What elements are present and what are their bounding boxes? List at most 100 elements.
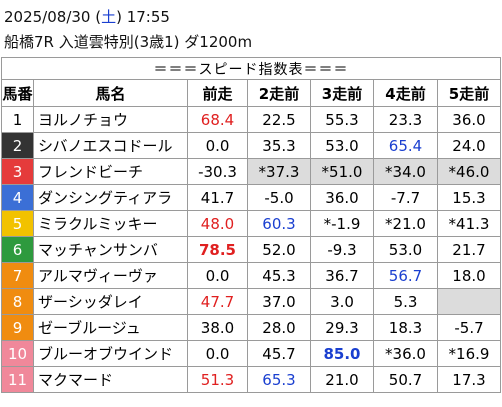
- horse-row: 10 ブルーオブウインド 0.0 45.7 85.0 *36.0 *16.9: [1, 340, 501, 367]
- speed-index: [437, 288, 501, 315]
- speed-index: 35.3: [247, 132, 311, 159]
- speed-index: 52.0: [247, 236, 311, 263]
- speed-index: 22.5: [247, 106, 311, 133]
- horse-number: 1: [1, 106, 34, 133]
- horse-row: 3 フレンドビーチ -30.3 *37.3 *51.0 *34.0 *46.0: [1, 158, 501, 185]
- date-part: ) 17:55: [116, 8, 170, 26]
- horse-row: 7 アルマヴィーヴァ 0.0 45.3 36.7 56.7 18.0: [1, 262, 501, 289]
- horse-row: 11 マクマード 51.3 65.3 21.0 50.7 17.3: [1, 366, 501, 393]
- race-info: 船橋7R 入道雲特別(3歳1) ダ1200m: [4, 33, 253, 51]
- column-header: 馬名: [33, 79, 188, 107]
- speed-index: 65.3: [247, 366, 311, 393]
- speed-index: 23.3: [373, 106, 438, 133]
- horse-name: アルマヴィーヴァ: [33, 262, 188, 289]
- column-header: 馬番: [1, 79, 34, 107]
- horse-name: ダンシングティアラ: [33, 184, 188, 211]
- column-header: 2走前: [247, 79, 311, 107]
- speed-index: 50.7: [373, 366, 438, 393]
- speed-index: 18.0: [437, 262, 501, 289]
- speed-index: -5.0: [247, 184, 311, 211]
- horse-name: ブルーオブウインド: [33, 340, 188, 367]
- speed-index: 55.3: [310, 106, 374, 133]
- speed-index: 17.3: [437, 366, 501, 393]
- horse-name: フレンドビーチ: [33, 158, 188, 185]
- speed-index: *41.3: [437, 210, 501, 237]
- speed-index: *16.9: [437, 340, 501, 367]
- horse-row: 5 ミラクルミッキー 48.0 60.3 *-1.9 *21.0 *41.3: [1, 210, 501, 237]
- speed-index: *36.0: [373, 340, 438, 367]
- speed-index: 0.0: [187, 340, 248, 367]
- speed-index: 51.3: [187, 366, 248, 393]
- speed-index: 53.0: [310, 132, 374, 159]
- horse-number: 11: [1, 366, 34, 393]
- horse-name: ミラクルミッキー: [33, 210, 188, 237]
- speed-index: 68.4: [187, 106, 248, 133]
- speed-index: 36.7: [310, 262, 374, 289]
- horse-number: 3: [1, 158, 34, 185]
- horse-number: 7: [1, 262, 34, 289]
- speed-index: -30.3: [187, 158, 248, 185]
- horse-row: 4 ダンシングティアラ 41.7 -5.0 36.0 -7.7 15.3: [1, 184, 501, 211]
- horse-number: 4: [1, 184, 34, 211]
- speed-index: 21.7: [437, 236, 501, 263]
- speed-index: 53.0: [373, 236, 438, 263]
- horse-name: ヨルノチョウ: [33, 106, 188, 133]
- speed-index: *37.3: [247, 158, 311, 185]
- horse-number: 6: [1, 236, 34, 263]
- horse-row: 2 シバノエスコドール 0.0 35.3 53.0 65.4 24.0: [1, 132, 501, 159]
- speed-index: 21.0: [310, 366, 374, 393]
- horse-name: マッチャンサンバ: [33, 236, 188, 263]
- speed-index: 36.0: [310, 184, 374, 211]
- date-line: 2025/08/30 (土) 17:55: [4, 6, 170, 27]
- speed-index: 41.7: [187, 184, 248, 211]
- speed-index: 0.0: [187, 132, 248, 159]
- horse-number: 2: [1, 132, 34, 159]
- column-header: 3走前: [310, 79, 374, 107]
- horse-name: シバノエスコドール: [33, 132, 188, 159]
- speed-index: 45.3: [247, 262, 311, 289]
- speed-index: 37.0: [247, 288, 311, 315]
- speed-index: 36.0: [437, 106, 501, 133]
- speed-index: -9.3: [310, 236, 374, 263]
- speed-index: *46.0: [437, 158, 501, 185]
- horse-name: マクマード: [33, 366, 188, 393]
- horse-row: 8 ザーシッダレイ 47.7 37.0 3.0 5.3: [1, 288, 501, 315]
- date-part: 土: [101, 8, 117, 26]
- speed-index: 18.3: [373, 314, 438, 341]
- speed-index: 38.0: [187, 314, 248, 341]
- horse-row: 9 ゼーブルージュ 38.0 28.0 29.3 18.3 -5.7: [1, 314, 501, 341]
- speed-table: ＝＝＝スピード指数表＝＝＝ 馬番 馬名 前走 2走前 3走前 4走前 5走前 1 ヨルノチョウ 68…: [1, 57, 501, 393]
- column-header: 5走前: [437, 79, 501, 107]
- speed-index: 28.0: [247, 314, 311, 341]
- horse-number: 5: [1, 210, 34, 237]
- horse-name: ザーシッダレイ: [33, 288, 188, 315]
- speed-index: 3.0: [310, 288, 374, 315]
- horse-number: 9: [1, 314, 34, 341]
- speed-index: 5.3: [373, 288, 438, 315]
- speed-index: 85.0: [310, 340, 374, 367]
- speed-index: -7.7: [373, 184, 438, 211]
- header-row: 馬番 馬名 前走 2走前 3走前 4走前 5走前: [1, 79, 501, 107]
- speed-index: 0.0: [187, 262, 248, 289]
- horse-row: 6 マッチャンサンバ 78.5 52.0 -9.3 53.0 21.7: [1, 236, 501, 263]
- speed-index: 56.7: [373, 262, 438, 289]
- speed-index: *34.0: [373, 158, 438, 185]
- title-row: ＝＝＝スピード指数表＝＝＝: [1, 57, 501, 80]
- horse-row: 1 ヨルノチョウ 68.4 22.5 55.3 23.3 36.0: [1, 106, 501, 133]
- horse-number: 8: [1, 288, 34, 315]
- speed-index: 15.3: [437, 184, 501, 211]
- speed-index: 45.7: [247, 340, 311, 367]
- column-header: 4走前: [373, 79, 438, 107]
- date-part: 2025/08/30 (: [4, 8, 102, 26]
- speed-index: 60.3: [247, 210, 311, 237]
- speed-index: 29.3: [310, 314, 374, 341]
- speed-index: 47.7: [187, 288, 248, 315]
- speed-index: -5.7: [437, 314, 501, 341]
- speed-index: *51.0: [310, 158, 374, 185]
- speed-index: *-1.9: [310, 210, 374, 237]
- speed-index: 24.0: [437, 132, 501, 159]
- column-header: 前走: [187, 79, 248, 107]
- table-title: ＝＝＝スピード指数表＝＝＝: [1, 57, 501, 80]
- speed-index: *21.0: [373, 210, 438, 237]
